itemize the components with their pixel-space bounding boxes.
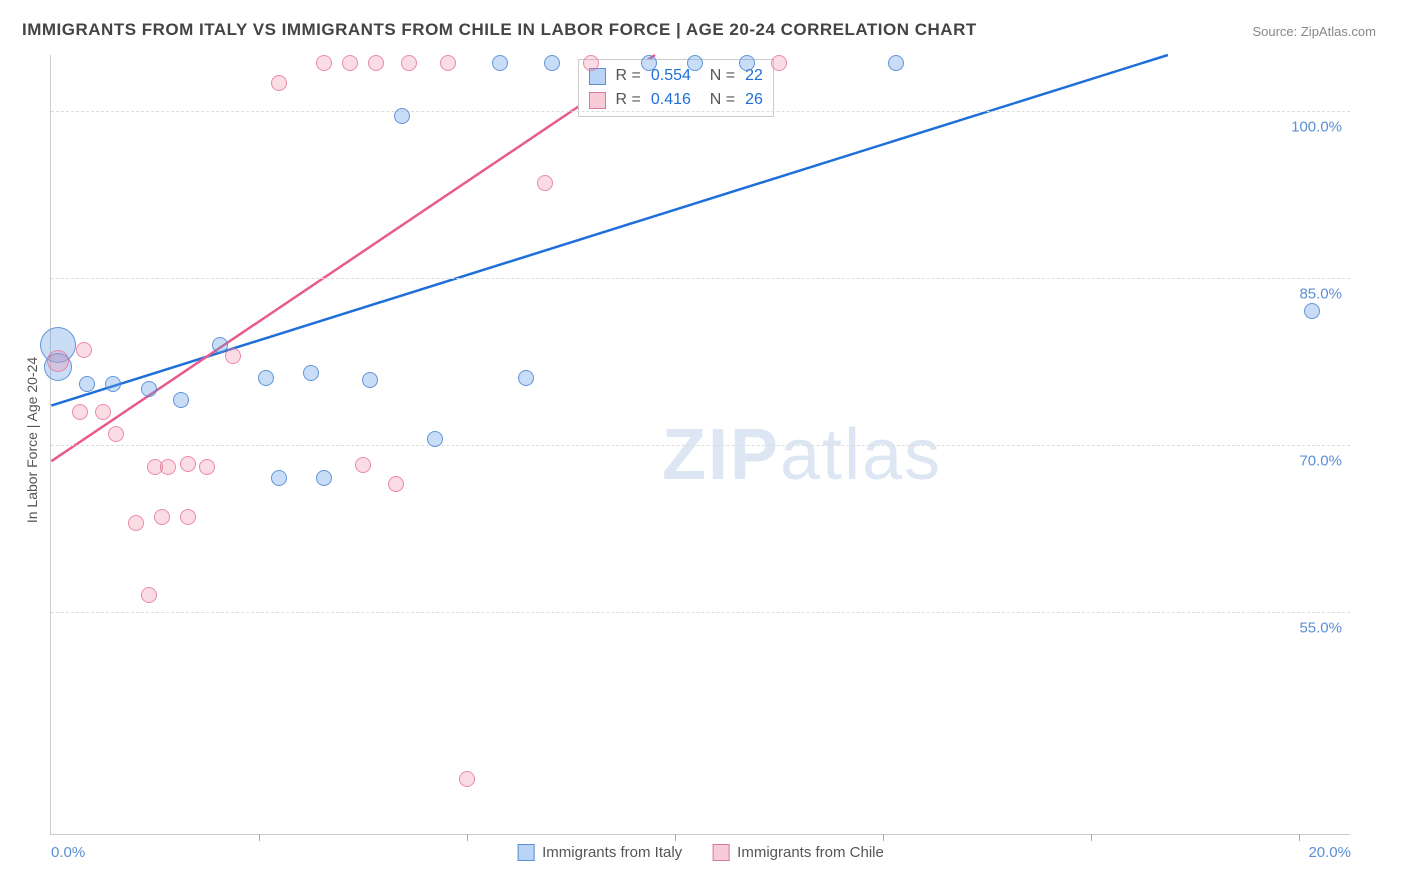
stat-r-label: R = — [616, 64, 641, 88]
data-point — [583, 55, 599, 71]
data-point — [1304, 303, 1320, 319]
y-tick-label: 85.0% — [1297, 285, 1344, 302]
legend-item-italy: Immigrants from Italy — [517, 844, 682, 861]
data-point — [271, 470, 287, 486]
x-tick — [259, 834, 260, 841]
x-tick-label: 0.0% — [51, 844, 85, 861]
grid-line — [51, 612, 1350, 613]
data-point — [141, 587, 157, 603]
x-tick — [675, 834, 676, 841]
data-point — [544, 55, 560, 71]
legend-item-chile: Immigrants from Chile — [712, 844, 884, 861]
data-point — [316, 470, 332, 486]
data-point — [316, 55, 332, 71]
stat-n-label: N = — [701, 88, 735, 112]
x-tick-label: 20.0% — [1308, 844, 1351, 861]
stat-row: R = 0.416 N = 26 — [589, 88, 763, 112]
y-tick-label: 70.0% — [1297, 453, 1344, 470]
data-point — [394, 108, 410, 124]
data-point — [199, 459, 215, 475]
source-link[interactable]: ZipAtlas.com — [1301, 24, 1376, 39]
grid-line — [51, 445, 1350, 446]
data-point — [342, 55, 358, 71]
watermark: ZIPatlas — [662, 414, 942, 496]
chart-title: IMMIGRANTS FROM ITALY VS IMMIGRANTS FROM… — [22, 20, 977, 40]
data-point — [95, 404, 111, 420]
data-point — [72, 404, 88, 420]
legend-swatch-icon — [517, 844, 534, 861]
stat-row: R = 0.554 N = 22 — [589, 64, 763, 88]
legend: Immigrants from Italy Immigrants from Ch… — [517, 844, 884, 861]
x-tick — [467, 834, 468, 841]
trend-line — [51, 55, 655, 461]
watermark-light: atlas — [780, 415, 942, 495]
data-point — [141, 381, 157, 397]
data-point — [258, 370, 274, 386]
stat-r-value: 0.416 — [651, 88, 691, 112]
stat-n-value: 26 — [745, 88, 763, 112]
data-point — [388, 476, 404, 492]
data-point — [303, 365, 319, 381]
data-point — [459, 771, 475, 787]
data-point — [108, 426, 124, 442]
data-point — [76, 342, 92, 358]
data-point — [173, 392, 189, 408]
y-tick-label: 100.0% — [1289, 118, 1344, 135]
legend-label: Immigrants from Chile — [737, 844, 884, 861]
data-point — [427, 431, 443, 447]
stat-swatch-icon — [589, 92, 606, 109]
stat-r-value: 0.554 — [651, 64, 691, 88]
data-point — [440, 55, 456, 71]
data-point — [537, 175, 553, 191]
x-tick — [1091, 834, 1092, 841]
legend-label: Immigrants from Italy — [542, 844, 682, 861]
y-axis-title: In Labor Force | Age 20-24 — [24, 357, 40, 523]
data-point — [739, 55, 755, 71]
stat-r-label: R = — [616, 88, 641, 112]
data-point — [888, 55, 904, 71]
data-point — [401, 55, 417, 71]
data-point — [492, 55, 508, 71]
source-attribution: Source: ZipAtlas.com — [1252, 24, 1376, 39]
data-point — [641, 55, 657, 71]
data-point — [47, 350, 69, 372]
data-point — [355, 457, 371, 473]
data-point — [687, 55, 703, 71]
data-point — [271, 75, 287, 91]
legend-swatch-icon — [712, 844, 729, 861]
data-point — [518, 370, 534, 386]
stat-n-label: N = — [701, 64, 735, 88]
grid-line — [51, 111, 1350, 112]
data-point — [128, 515, 144, 531]
data-point — [225, 348, 241, 364]
x-tick — [1299, 834, 1300, 841]
x-tick — [883, 834, 884, 841]
y-tick-label: 55.0% — [1297, 620, 1344, 637]
data-point — [771, 55, 787, 71]
watermark-bold: ZIP — [662, 415, 780, 495]
source-prefix: Source: — [1252, 24, 1300, 39]
chart-plot-area: ZIPatlas R = 0.554 N = 22R = 0.416 N = 2… — [50, 55, 1350, 835]
data-point — [105, 376, 121, 392]
data-point — [180, 456, 196, 472]
data-point — [180, 509, 196, 525]
data-point — [368, 55, 384, 71]
data-point — [79, 376, 95, 392]
data-point — [154, 509, 170, 525]
data-point — [362, 372, 378, 388]
grid-line — [51, 278, 1350, 279]
data-point — [160, 459, 176, 475]
